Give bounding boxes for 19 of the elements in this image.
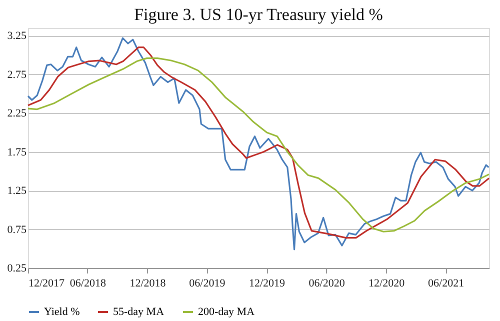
y-tick-label: 2.25: [7, 108, 27, 120]
legend-label: Yield %: [44, 306, 80, 318]
y-tick-label: 1.75: [7, 146, 27, 158]
y-tick-label: 0.75: [7, 224, 27, 236]
x-tick-label: 12/2017: [28, 278, 66, 290]
x-tick-label: 12/2019: [248, 278, 286, 290]
x-tick-label: 06/2020: [308, 278, 346, 290]
x-tick-label: 06/2018: [70, 278, 106, 290]
legend-label: 200-day MA: [198, 306, 255, 318]
y-tick-label: 0.25: [7, 262, 27, 274]
chart-title: Figure 3. US 10-yr Treasury yield %: [134, 5, 383, 24]
legend-label: 55-day MA: [113, 306, 164, 318]
y-tick-label: 1.25: [7, 185, 27, 198]
x-tick-label: 06/2021: [428, 278, 464, 290]
x-tick-label: 06/2019: [189, 278, 226, 290]
y-tick-label: 3.25: [7, 30, 27, 42]
x-tick-label: 12/2020: [368, 278, 406, 290]
x-tick-label: 12/2018: [130, 278, 166, 290]
y-tick-label: 2.75: [7, 68, 27, 81]
